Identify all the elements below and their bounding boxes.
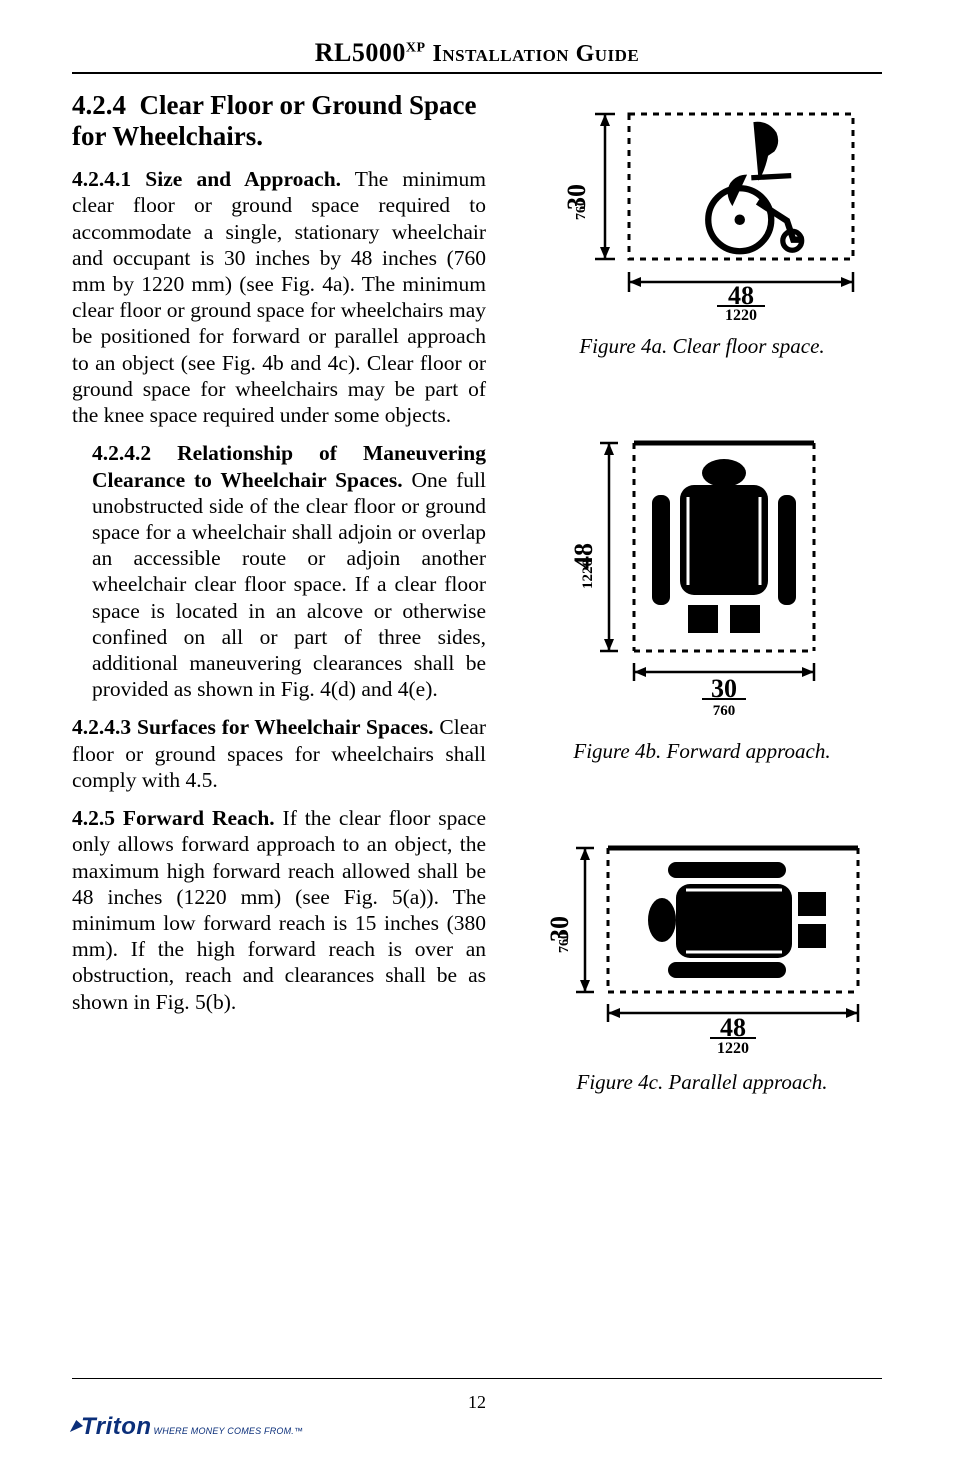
header-rest: Installation Guide: [433, 41, 640, 67]
dim-h-minor: 1220: [717, 1040, 749, 1057]
two-column-layout: 4.2.4 Clear Floor or Ground Space for Wh…: [72, 86, 882, 1141]
figure-4c-caption: Figure 4c. Parallel approach.: [522, 1070, 882, 1095]
header-rule: [72, 72, 882, 74]
figure-4c: 30 760: [522, 836, 882, 1095]
section-name: Clear Floor or Ground Space for Wheelcha…: [72, 90, 477, 151]
paragraph-425: 4.2.5 Forward Reach. If the clear floor …: [72, 805, 486, 1015]
figure-4b: 48 1220: [522, 429, 882, 764]
para-body: If the clear floor space only allows for…: [72, 806, 486, 1014]
para-body: One full unobstructed side of the clear …: [92, 468, 486, 702]
page: RL5000XP Installation Guide 4.2.4 Clear …: [0, 0, 954, 1475]
figure-4a-caption: Figure 4a. Clear floor space.: [522, 334, 882, 359]
para-lead: 4.2.5 Forward Reach.: [72, 806, 275, 830]
paragraph-4243: 4.2.4.3 Surfaces for Wheelchair Spaces. …: [72, 714, 486, 793]
header-prefix: RL5000: [315, 38, 406, 67]
header-sup: XP: [406, 40, 426, 55]
section-number: 4.2.4: [72, 90, 126, 120]
para-body: The minimum clear floor or ground space …: [72, 167, 486, 427]
figure-4a-svg: 30 760: [537, 104, 867, 324]
dim-v-minor: 760: [557, 932, 572, 953]
paragraph-4242: 4.2.4.2 Relationship of Maneuvering Clea…: [72, 440, 486, 702]
dim-v-minor: 760: [574, 199, 589, 220]
paragraph-4241: 4.2.4.1 Size and Approach. The minimum c…: [72, 166, 486, 428]
para-lead: 4.2.4.3 Surfaces for Wheelchair Spaces.: [72, 715, 434, 739]
figure-column: 30 760: [522, 86, 882, 1141]
footer-rule: [72, 1378, 882, 1379]
figure-4b-svg: 48 1220: [552, 429, 852, 729]
figure-4c-svg: 30 760: [532, 836, 872, 1060]
figure-4b-caption: Figure 4b. Forward approach.: [522, 739, 882, 764]
brand-tagline: WHERE MONEY COMES FROM.™: [154, 1426, 304, 1436]
section-title: 4.2.4 Clear Floor or Ground Space for Wh…: [72, 90, 486, 152]
para-lead: 4.2.4.1 Size and Approach.: [72, 167, 341, 191]
text-column: 4.2.4 Clear Floor or Ground Space for Wh…: [72, 86, 486, 1141]
running-header: RL5000XP Installation Guide: [72, 38, 882, 68]
dim-h-minor: 760: [713, 703, 736, 719]
page-number: 12: [0, 1392, 954, 1413]
dim-v-minor: 1220: [580, 559, 596, 589]
figure-4a: 30 760: [522, 104, 882, 359]
brand-name: Triton: [81, 1413, 152, 1441]
dim-h-minor: 1220: [725, 307, 757, 324]
brand-logo: Triton WHERE MONEY COMES FROM.™: [72, 1413, 303, 1441]
